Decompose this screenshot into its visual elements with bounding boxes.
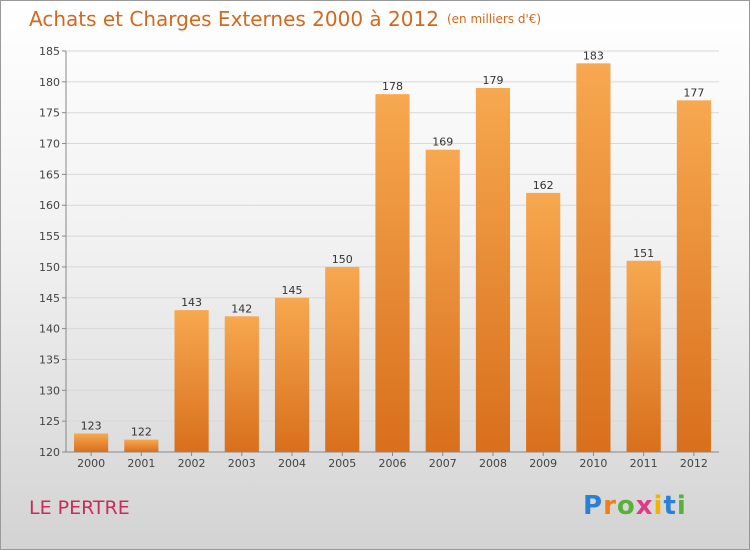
y-tick-label: 120 [39, 446, 60, 459]
x-tick-label-2000: 2000 [77, 457, 105, 470]
data-label-2002: 143 [181, 296, 202, 309]
y-tick-label: 140 [39, 323, 60, 336]
x-tick-label-2007: 2007 [429, 457, 457, 470]
data-label-2001: 122 [131, 426, 152, 439]
x-tick-label-2005: 2005 [328, 457, 356, 470]
data-label-2010: 183 [583, 49, 604, 62]
x-tick-label-2001: 2001 [127, 457, 155, 470]
y-tick-label: 185 [39, 45, 60, 58]
y-tick-label: 180 [39, 76, 60, 89]
place-name: LE PERTRE [29, 497, 130, 519]
y-tick-label: 130 [39, 384, 60, 397]
chart-title: Achats et Charges Externes 2000 à 2012 (e… [29, 7, 541, 31]
bar-2000 [74, 433, 109, 452]
chart-unit: (en milliers d'€) [446, 12, 542, 26]
bar-2006 [375, 94, 410, 452]
y-tick-label: 150 [39, 261, 60, 274]
data-label-2008: 179 [482, 74, 503, 87]
x-tick-label-2012: 2012 [680, 457, 708, 470]
data-label-2009: 162 [533, 179, 554, 192]
data-label-2006: 178 [382, 80, 403, 93]
bar-2001 [124, 439, 159, 452]
data-label-2003: 142 [231, 302, 252, 315]
y-tick-label: 155 [39, 230, 60, 243]
x-tick-label-2002: 2002 [178, 457, 206, 470]
bar-2012 [676, 100, 711, 452]
data-label-2004: 145 [282, 284, 303, 297]
data-label-2005: 150 [332, 253, 353, 266]
y-tick-label: 160 [39, 199, 60, 212]
y-tick-label: 145 [39, 292, 60, 305]
bars [74, 63, 711, 452]
x-tick-label-2003: 2003 [228, 457, 256, 470]
x-tick-label-2006: 2006 [379, 457, 407, 470]
data-label-2007: 169 [432, 136, 453, 149]
bar-2002 [174, 310, 209, 452]
data-label-2012: 177 [683, 86, 704, 99]
bar-2008 [475, 88, 511, 452]
y-tick-label: 170 [39, 138, 60, 151]
x-tick-label-2009: 2009 [529, 457, 557, 470]
x-tick-label-2010: 2010 [579, 457, 607, 470]
chart-title-text: Achats et Charges Externes 2000 à 2012 [29, 7, 439, 31]
data-label-2011: 151 [633, 247, 654, 260]
bar-2007 [425, 149, 460, 452]
x-tick-label-2008: 2008 [479, 457, 507, 470]
bar-2004 [274, 297, 310, 452]
axes: 120 125 130 135 140 145 150 155 160 165 170 175 180 1… [39, 45, 719, 470]
bar-2011 [626, 260, 661, 452]
x-tick-label-2004: 2004 [278, 457, 306, 470]
data-label-2000: 123 [81, 419, 102, 432]
y-tick-label: 175 [39, 107, 60, 120]
y-tick-label: 165 [39, 168, 60, 181]
y-tick-label: 125 [39, 415, 60, 428]
y-tick-label: 135 [39, 353, 60, 366]
x-tick-label-2011: 2011 [630, 457, 658, 470]
bar-2005 [325, 266, 360, 452]
proxiti-logo: Proxiti [583, 491, 687, 521]
bar-2009 [526, 192, 561, 452]
bar-2003 [224, 316, 259, 452]
bar-2010 [576, 63, 611, 452]
data-labels: 123 122 143 142 145 150 178 169 179 162 183 151 177 [81, 49, 705, 438]
